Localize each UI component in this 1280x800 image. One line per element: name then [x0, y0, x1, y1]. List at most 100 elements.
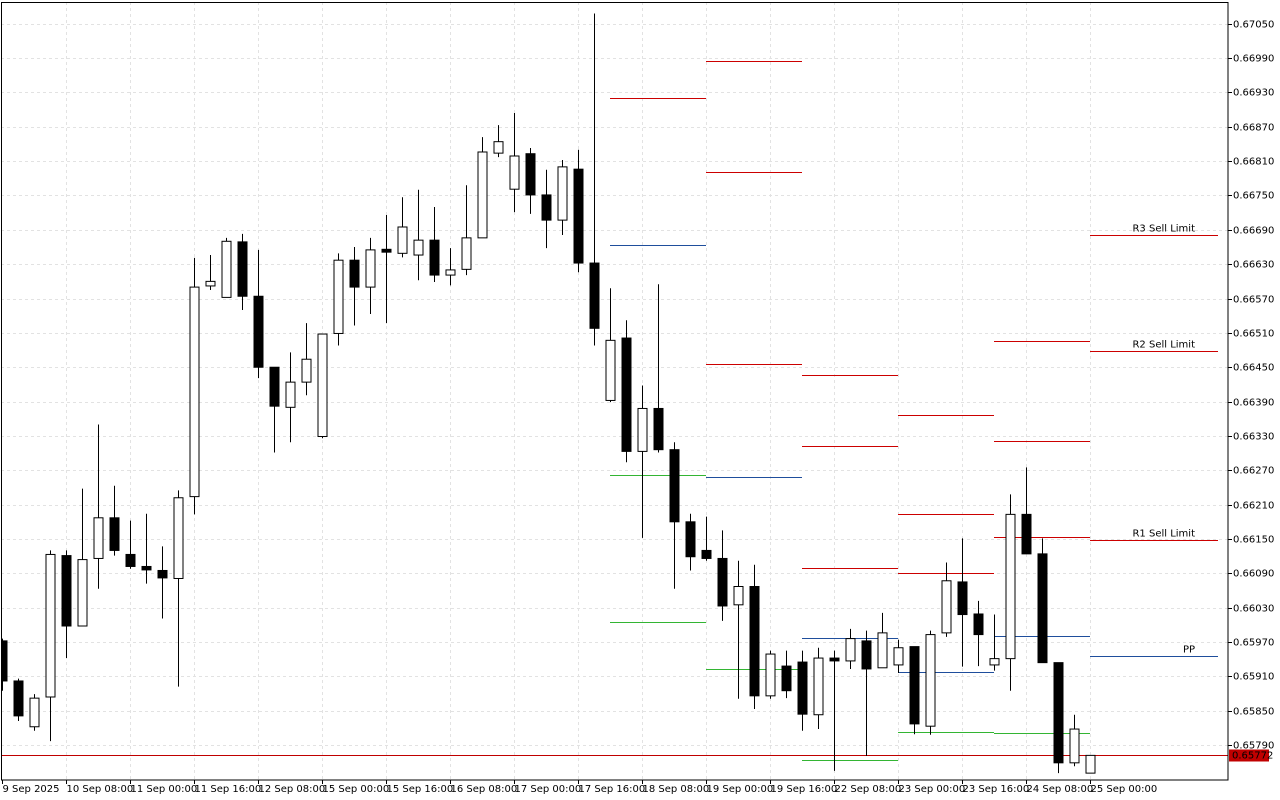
- candle-body: [109, 517, 120, 551]
- y-tick-label: 0.66750: [1233, 191, 1274, 202]
- y-tick-label: 0.66030: [1233, 604, 1274, 615]
- candle-body: [269, 366, 280, 407]
- y-tick-label: 0.66330: [1233, 432, 1274, 443]
- candle-body: [205, 280, 216, 287]
- candle-body: [1005, 513, 1016, 660]
- candle-body: [93, 517, 104, 559]
- candle-body: [989, 658, 1000, 666]
- y-tick-label: 0.66150: [1233, 535, 1274, 546]
- candle-body: [317, 333, 328, 438]
- candle-body: [349, 259, 360, 288]
- candle-body: [669, 449, 680, 523]
- x-tick-label: 15 Sep 16:00: [387, 784, 454, 795]
- y-tick-label: 0.65850: [1233, 707, 1274, 718]
- y-tick-label: 0.65790: [1233, 741, 1274, 752]
- y-tick-label: 0.66930: [1233, 88, 1274, 99]
- candle-body: [477, 151, 488, 239]
- candle-body: [765, 653, 776, 697]
- candle-body: [861, 640, 872, 670]
- level-label: R1 Sell Limit: [1132, 529, 1195, 540]
- x-tick-label: 23 Sep 00:00: [899, 784, 966, 795]
- candle-body: [13, 680, 24, 717]
- x-tick-label: 17 Sep 16:00: [579, 784, 646, 795]
- candle-body: [957, 581, 968, 616]
- x-tick-label: 11 Sep 00:00: [131, 784, 198, 795]
- candle-body: [733, 586, 744, 606]
- y-tick-label: 0.66690: [1233, 226, 1274, 237]
- x-tick-label: 15 Sep 00:00: [323, 784, 390, 795]
- x-tick-label: 9 Sep 2025: [3, 784, 60, 795]
- candle-body: [877, 632, 888, 669]
- candle-body: [557, 166, 568, 221]
- x-tick-label: 10 Sep 08:00: [67, 784, 134, 795]
- level-label: PP: [1183, 645, 1195, 656]
- candle-body: [1037, 553, 1048, 664]
- candle-body: [1, 640, 8, 682]
- x-tick-label: 24 Sep 08:00: [1027, 784, 1094, 795]
- y-tick-label: 0.66390: [1233, 398, 1274, 409]
- candle-body: [1085, 754, 1096, 774]
- candle-body: [573, 168, 584, 264]
- candle-body: [541, 194, 552, 221]
- candle-body: [381, 248, 392, 253]
- candle-body: [429, 239, 440, 276]
- x-tick-label: 19 Sep 16:00: [771, 784, 838, 795]
- candle-body: [1021, 513, 1032, 555]
- candle-body: [749, 586, 760, 697]
- candle-body: [973, 613, 984, 636]
- last-price-tag: [1229, 749, 1269, 762]
- y-tick-label: 0.67050: [1233, 20, 1274, 31]
- candle-body: [157, 569, 168, 579]
- candle-body: [781, 665, 792, 692]
- x-tick-label: 18 Sep 08:00: [643, 784, 710, 795]
- y-tick-label: 0.66990: [1233, 54, 1274, 65]
- y-tick-label: 0.66090: [1233, 569, 1274, 580]
- axes: 0.67050 0.66990 0.66930 0.66870 0.66810 0.667…: [2, 20, 1274, 795]
- candle-body: [797, 661, 808, 715]
- plot-area: R3 Sell Limit R2 Sell Limit R1 Sell Limit P…: [1, 2, 1228, 780]
- candle-body: [29, 697, 40, 728]
- plot-frame: [1, 2, 1229, 781]
- candle-body: [637, 407, 648, 452]
- x-tick-label: 11 Sep 16:00: [195, 784, 262, 795]
- y-tick-label: 0.66630: [1233, 260, 1274, 271]
- candle-body: [509, 155, 520, 190]
- candle-body: [397, 226, 408, 254]
- x-tick-label: 16 Sep 08:00: [451, 784, 518, 795]
- candle-body: [701, 549, 712, 559]
- candle-body: [333, 259, 344, 334]
- candle-body: [189, 286, 200, 498]
- candle-body: [525, 153, 536, 196]
- last-price-label: 0.65772: [1232, 751, 1273, 762]
- candle-body: [301, 358, 312, 383]
- candle-body: [893, 647, 904, 666]
- candle-body: [445, 269, 456, 276]
- y-tick-label: 0.66510: [1233, 329, 1274, 340]
- candle-body: [829, 657, 840, 662]
- candle-body: [845, 638, 856, 662]
- candle-body: [1069, 728, 1080, 764]
- y-tick-label: 0.66270: [1233, 466, 1274, 477]
- candle-body: [685, 521, 696, 558]
- candle-body: [173, 497, 184, 579]
- y-tick-label: 0.65970: [1233, 638, 1274, 649]
- candle-body: [45, 553, 56, 698]
- x-tick-label: 12 Sep 08:00: [259, 784, 326, 795]
- y-tick-label: 0.65910: [1233, 672, 1274, 683]
- candle-body: [813, 657, 824, 716]
- y-tick-label: 0.66570: [1233, 295, 1274, 306]
- candle-body: [653, 407, 664, 451]
- candle-body: [365, 249, 376, 288]
- x-tick-label: 25 Sep 00:00: [1091, 784, 1158, 795]
- x-tick-label: 19 Sep 00:00: [707, 784, 774, 795]
- candle-body: [941, 580, 952, 634]
- candle-body: [909, 646, 920, 725]
- x-tick-label: 17 Sep 00:00: [515, 784, 582, 795]
- candle-body: [61, 555, 72, 627]
- candle-body: [621, 337, 632, 452]
- candle-body: [717, 557, 728, 607]
- x-tick-label: 23 Sep 16:00: [963, 784, 1030, 795]
